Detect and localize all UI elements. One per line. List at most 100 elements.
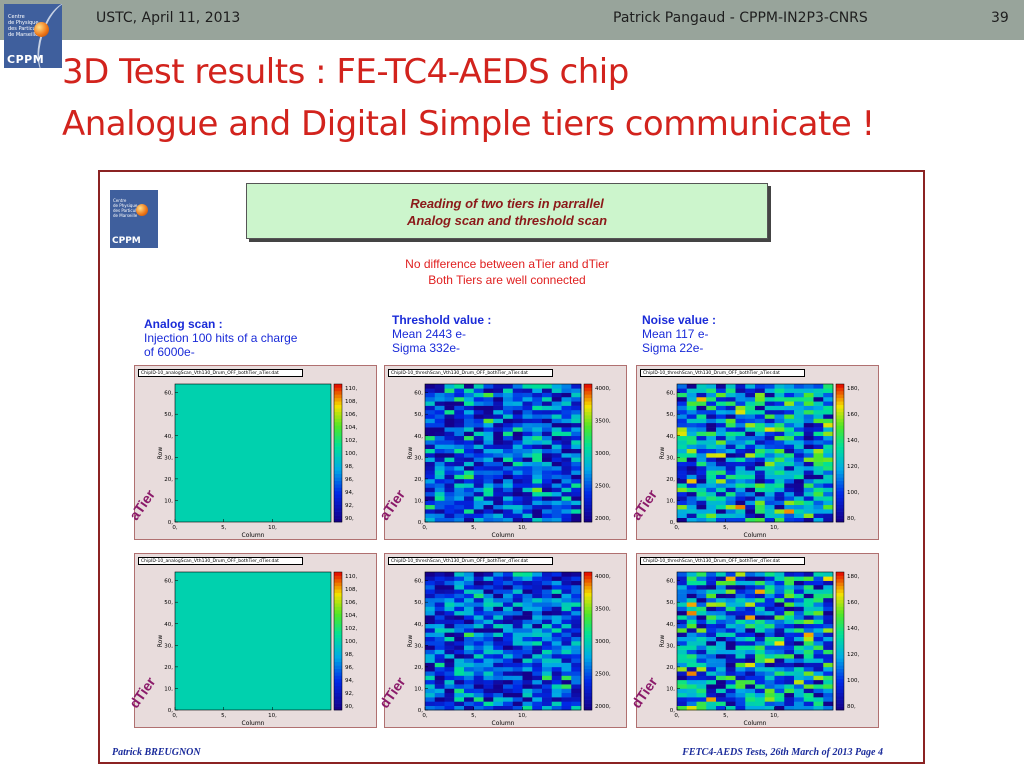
heatmap-cell bbox=[532, 509, 543, 514]
heatmap-cell bbox=[454, 610, 465, 616]
heatmap-cell bbox=[803, 615, 814, 620]
heatmap-cell bbox=[551, 572, 562, 577]
heatmap-cell bbox=[686, 697, 697, 702]
heatmap-cell bbox=[444, 478, 455, 484]
heatmap-cell bbox=[542, 401, 553, 406]
heatmap-cell bbox=[483, 465, 494, 471]
heatmap-cell bbox=[813, 513, 824, 518]
heatmap-cell bbox=[813, 418, 824, 424]
heatmap-cell bbox=[677, 448, 688, 454]
heatmap-cell bbox=[803, 602, 814, 607]
heatmap-cell bbox=[512, 418, 523, 424]
heatmap-cell bbox=[464, 589, 475, 594]
heatmap-cell bbox=[755, 593, 766, 599]
color-bar-segment bbox=[334, 678, 342, 683]
heatmap-cell bbox=[745, 418, 756, 424]
heatmap-cell bbox=[677, 666, 688, 672]
heatmap-cell bbox=[522, 580, 533, 586]
plot-analog-dtier: ChipID-10_analogScan_Vth130_Drum_OFF_bot… bbox=[126, 553, 377, 728]
x-tick-label: 0, bbox=[172, 525, 177, 531]
heatmap-cell bbox=[823, 610, 834, 616]
heatmap-cell bbox=[503, 615, 514, 620]
heatmap-cell bbox=[425, 431, 436, 437]
x-axis-label: Column bbox=[242, 532, 265, 539]
heatmap-cell bbox=[813, 619, 824, 625]
color-bar-segment bbox=[584, 411, 592, 416]
heatmap-cell bbox=[774, 500, 785, 506]
x-tick-label: 0, bbox=[674, 525, 679, 531]
heatmap-cell bbox=[532, 440, 543, 445]
heatmap-cell bbox=[706, 457, 717, 462]
heatmap-cell bbox=[813, 448, 824, 454]
heatmap-cell bbox=[483, 435, 494, 441]
color-bar-segment bbox=[584, 421, 592, 426]
heatmap-cell bbox=[803, 470, 814, 475]
heatmap-cell bbox=[677, 457, 688, 462]
heatmap-cell bbox=[706, 632, 717, 637]
heatmap-cell bbox=[706, 418, 717, 424]
heatmap-cell bbox=[823, 409, 834, 415]
heatmap-cell bbox=[464, 623, 475, 629]
heatmap-cell bbox=[434, 679, 445, 685]
heatmap-cell bbox=[493, 615, 504, 620]
heatmap-cell bbox=[696, 671, 707, 676]
heatmap-cell bbox=[473, 684, 484, 689]
heatmap-cell bbox=[464, 628, 475, 633]
heatmap-cell bbox=[803, 705, 814, 711]
noise-mean: Mean 117 e- bbox=[642, 327, 709, 341]
heatmap-cell bbox=[483, 491, 494, 497]
color-bar-segment bbox=[584, 668, 592, 673]
heatmap-cell bbox=[493, 457, 504, 462]
heatmap-cell bbox=[677, 597, 688, 603]
color-bar-segment bbox=[584, 603, 592, 607]
heatmap-cell bbox=[493, 427, 504, 432]
heatmap-cell bbox=[686, 405, 697, 411]
color-bar-segment bbox=[334, 699, 342, 704]
heatmap-cell bbox=[464, 597, 475, 603]
heatmap-cell bbox=[503, 593, 514, 599]
heatmap-cell bbox=[483, 487, 494, 493]
heatmap-cell bbox=[571, 675, 582, 681]
heatmap-cell bbox=[784, 483, 795, 488]
heatmap-cell bbox=[532, 453, 543, 458]
heatmap-cell bbox=[764, 666, 775, 672]
heatmap-cell bbox=[561, 697, 572, 702]
heatmap-cell bbox=[774, 602, 785, 607]
heatmap-cell bbox=[571, 384, 582, 389]
heatmap-cell bbox=[716, 517, 727, 523]
color-bar-segment bbox=[334, 585, 342, 590]
heatmap-cell bbox=[716, 619, 727, 625]
heatmap-cell bbox=[803, 396, 814, 402]
plot-noise-atier: ChipID-10_threshScan_Vth130_Drum_OFF_bot… bbox=[628, 365, 879, 540]
heatmap-cell bbox=[434, 457, 445, 462]
heatmap-cell bbox=[434, 705, 445, 711]
heatmap-cell bbox=[542, 662, 553, 668]
heatmap-cell bbox=[774, 662, 785, 668]
heatmap-cell bbox=[803, 414, 814, 419]
color-bar-segment bbox=[584, 678, 592, 683]
heatmap-cell bbox=[774, 431, 785, 437]
heatmap-cell bbox=[503, 580, 514, 586]
color-bar-segment bbox=[836, 411, 844, 416]
x-tick-label: 5, bbox=[723, 713, 728, 719]
heatmap-cell bbox=[522, 435, 533, 441]
heatmap-cell bbox=[561, 422, 572, 428]
heatmap-cell bbox=[522, 584, 533, 590]
heatmap-cell bbox=[764, 422, 775, 428]
heatmap-cell bbox=[425, 597, 436, 603]
heatmap-fill bbox=[175, 384, 331, 522]
color-tick-label: 180, bbox=[847, 386, 859, 392]
cppm-logo: Centre de Physique des Particules de Mar… bbox=[4, 4, 62, 68]
heatmap-cell bbox=[473, 641, 484, 646]
heatmap-cell bbox=[473, 645, 484, 650]
color-bar-border bbox=[333, 571, 343, 711]
heatmap-cell bbox=[784, 606, 795, 612]
color-bar-segment bbox=[334, 477, 342, 481]
heatmap-cell bbox=[571, 641, 582, 646]
heatmap-cell bbox=[503, 636, 514, 642]
slide-title-line-1: 3D Test results : FE-TC4-AEDS chip bbox=[62, 52, 629, 92]
color-tick-label: 92, bbox=[345, 691, 354, 697]
heatmap-cell bbox=[696, 517, 707, 523]
heatmap-cell bbox=[522, 491, 533, 497]
heatmap-cell bbox=[464, 414, 475, 419]
